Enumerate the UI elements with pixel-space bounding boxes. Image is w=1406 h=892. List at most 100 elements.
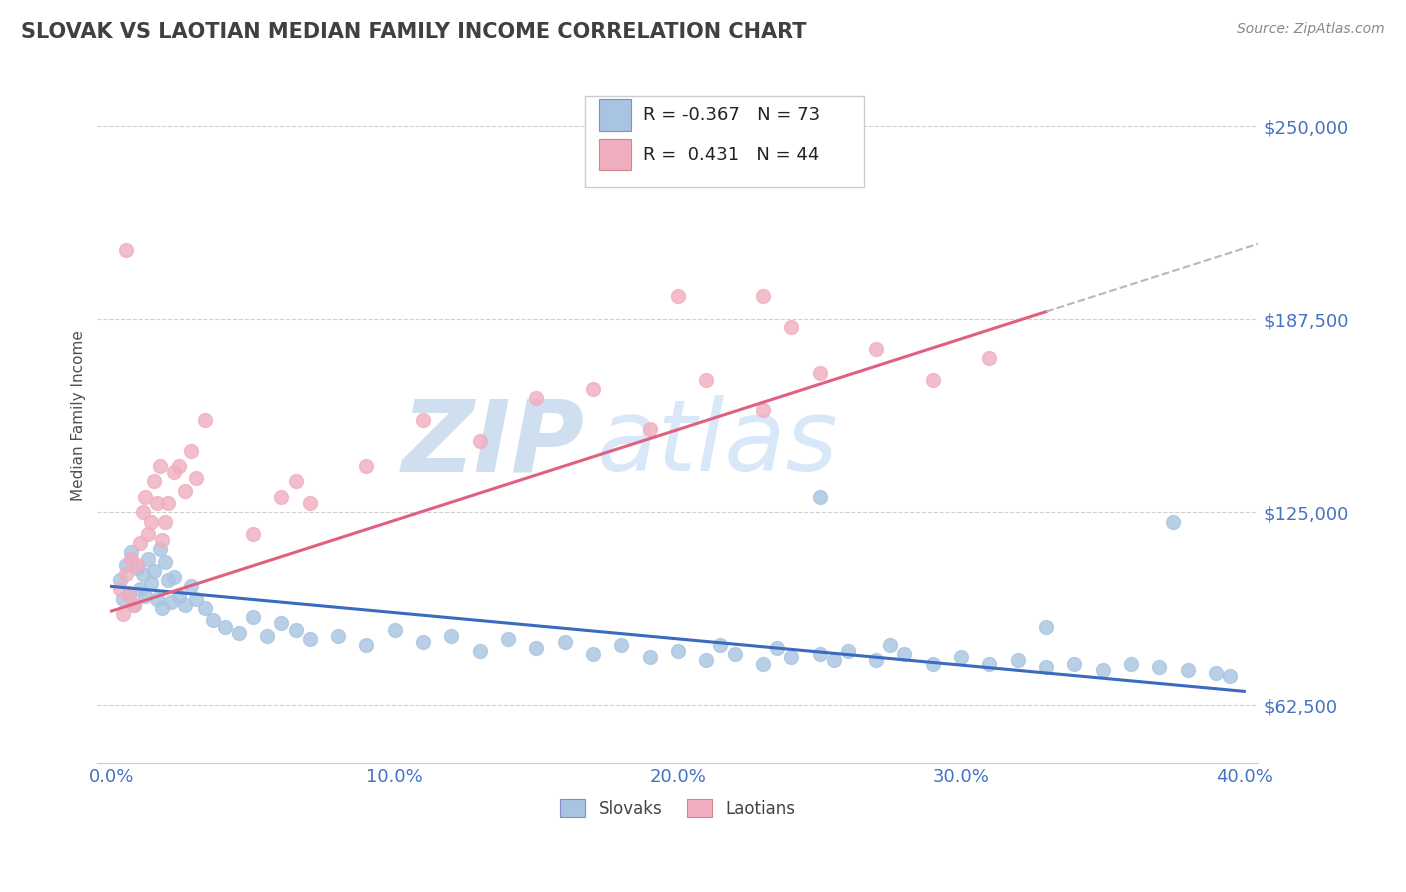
- Point: [709, 638, 731, 652]
- Point: [256, 629, 278, 643]
- Point: [194, 412, 217, 426]
- Point: [1063, 657, 1085, 671]
- Point: [228, 625, 250, 640]
- Point: [128, 582, 150, 597]
- Point: [921, 373, 943, 387]
- Point: [979, 657, 1001, 671]
- Point: [270, 616, 292, 631]
- Point: [468, 644, 491, 658]
- Point: [149, 458, 172, 473]
- Point: [160, 595, 183, 609]
- Point: [780, 320, 803, 334]
- Point: [117, 585, 139, 599]
- Point: [136, 551, 159, 566]
- Text: R =  0.431   N = 44: R = 0.431 N = 44: [643, 145, 820, 164]
- Point: [837, 644, 859, 658]
- Point: [1219, 669, 1241, 683]
- Point: [865, 653, 887, 667]
- Point: [823, 653, 845, 667]
- Point: [893, 648, 915, 662]
- Point: [120, 551, 142, 566]
- Point: [808, 490, 831, 504]
- Point: [122, 598, 145, 612]
- Point: [152, 533, 174, 547]
- Y-axis label: Median Family Income: Median Family Income: [72, 330, 86, 501]
- Text: ZIP: ZIP: [402, 395, 585, 492]
- Point: [270, 490, 292, 504]
- Point: [1007, 653, 1029, 667]
- Point: [780, 650, 803, 665]
- Point: [174, 598, 197, 612]
- Point: [117, 589, 139, 603]
- FancyBboxPatch shape: [585, 96, 863, 186]
- Point: [638, 650, 661, 665]
- Point: [752, 403, 775, 417]
- Point: [326, 629, 349, 643]
- Point: [384, 623, 406, 637]
- Point: [356, 638, 378, 652]
- Text: atlas: atlas: [596, 395, 838, 492]
- Point: [582, 648, 605, 662]
- Point: [146, 591, 169, 606]
- Point: [114, 243, 136, 257]
- Legend: Slovaks, Laotians: Slovaks, Laotians: [554, 793, 803, 824]
- Point: [610, 638, 633, 652]
- Point: [1035, 619, 1057, 633]
- Point: [111, 591, 134, 606]
- Point: [114, 558, 136, 572]
- Text: SLOVAK VS LAOTIAN MEDIAN FAMILY INCOME CORRELATION CHART: SLOVAK VS LAOTIAN MEDIAN FAMILY INCOME C…: [21, 22, 807, 42]
- Point: [155, 515, 177, 529]
- Point: [111, 607, 134, 622]
- Point: [1177, 663, 1199, 677]
- Point: [440, 629, 463, 643]
- Point: [131, 505, 153, 519]
- Point: [284, 623, 307, 637]
- Point: [180, 579, 202, 593]
- Point: [524, 641, 547, 656]
- Point: [412, 412, 434, 426]
- Point: [120, 545, 142, 559]
- Point: [174, 483, 197, 498]
- Point: [298, 632, 321, 646]
- Point: [808, 367, 831, 381]
- Point: [122, 598, 145, 612]
- Point: [1119, 657, 1142, 671]
- Point: [143, 475, 166, 489]
- Point: [695, 653, 717, 667]
- Point: [202, 613, 225, 627]
- Point: [950, 650, 973, 665]
- Point: [108, 573, 131, 587]
- Point: [143, 564, 166, 578]
- Point: [808, 648, 831, 662]
- Point: [155, 555, 177, 569]
- Point: [554, 635, 576, 649]
- Point: [134, 589, 156, 603]
- Point: [214, 619, 236, 633]
- Point: [638, 422, 661, 436]
- Point: [108, 582, 131, 597]
- Point: [524, 391, 547, 405]
- Point: [128, 536, 150, 550]
- FancyBboxPatch shape: [599, 99, 631, 130]
- Point: [412, 635, 434, 649]
- Point: [723, 648, 745, 662]
- Point: [298, 496, 321, 510]
- Point: [1163, 515, 1185, 529]
- Point: [1149, 659, 1171, 673]
- Point: [356, 458, 378, 473]
- Point: [169, 589, 191, 603]
- FancyBboxPatch shape: [599, 139, 631, 170]
- Text: Source: ZipAtlas.com: Source: ZipAtlas.com: [1237, 22, 1385, 37]
- Point: [194, 601, 217, 615]
- Point: [163, 570, 186, 584]
- Point: [666, 644, 689, 658]
- Point: [921, 657, 943, 671]
- Point: [1091, 663, 1114, 677]
- Point: [186, 471, 208, 485]
- Point: [157, 496, 180, 510]
- Point: [1035, 659, 1057, 673]
- Point: [134, 490, 156, 504]
- Point: [152, 601, 174, 615]
- Point: [186, 591, 208, 606]
- Point: [114, 567, 136, 582]
